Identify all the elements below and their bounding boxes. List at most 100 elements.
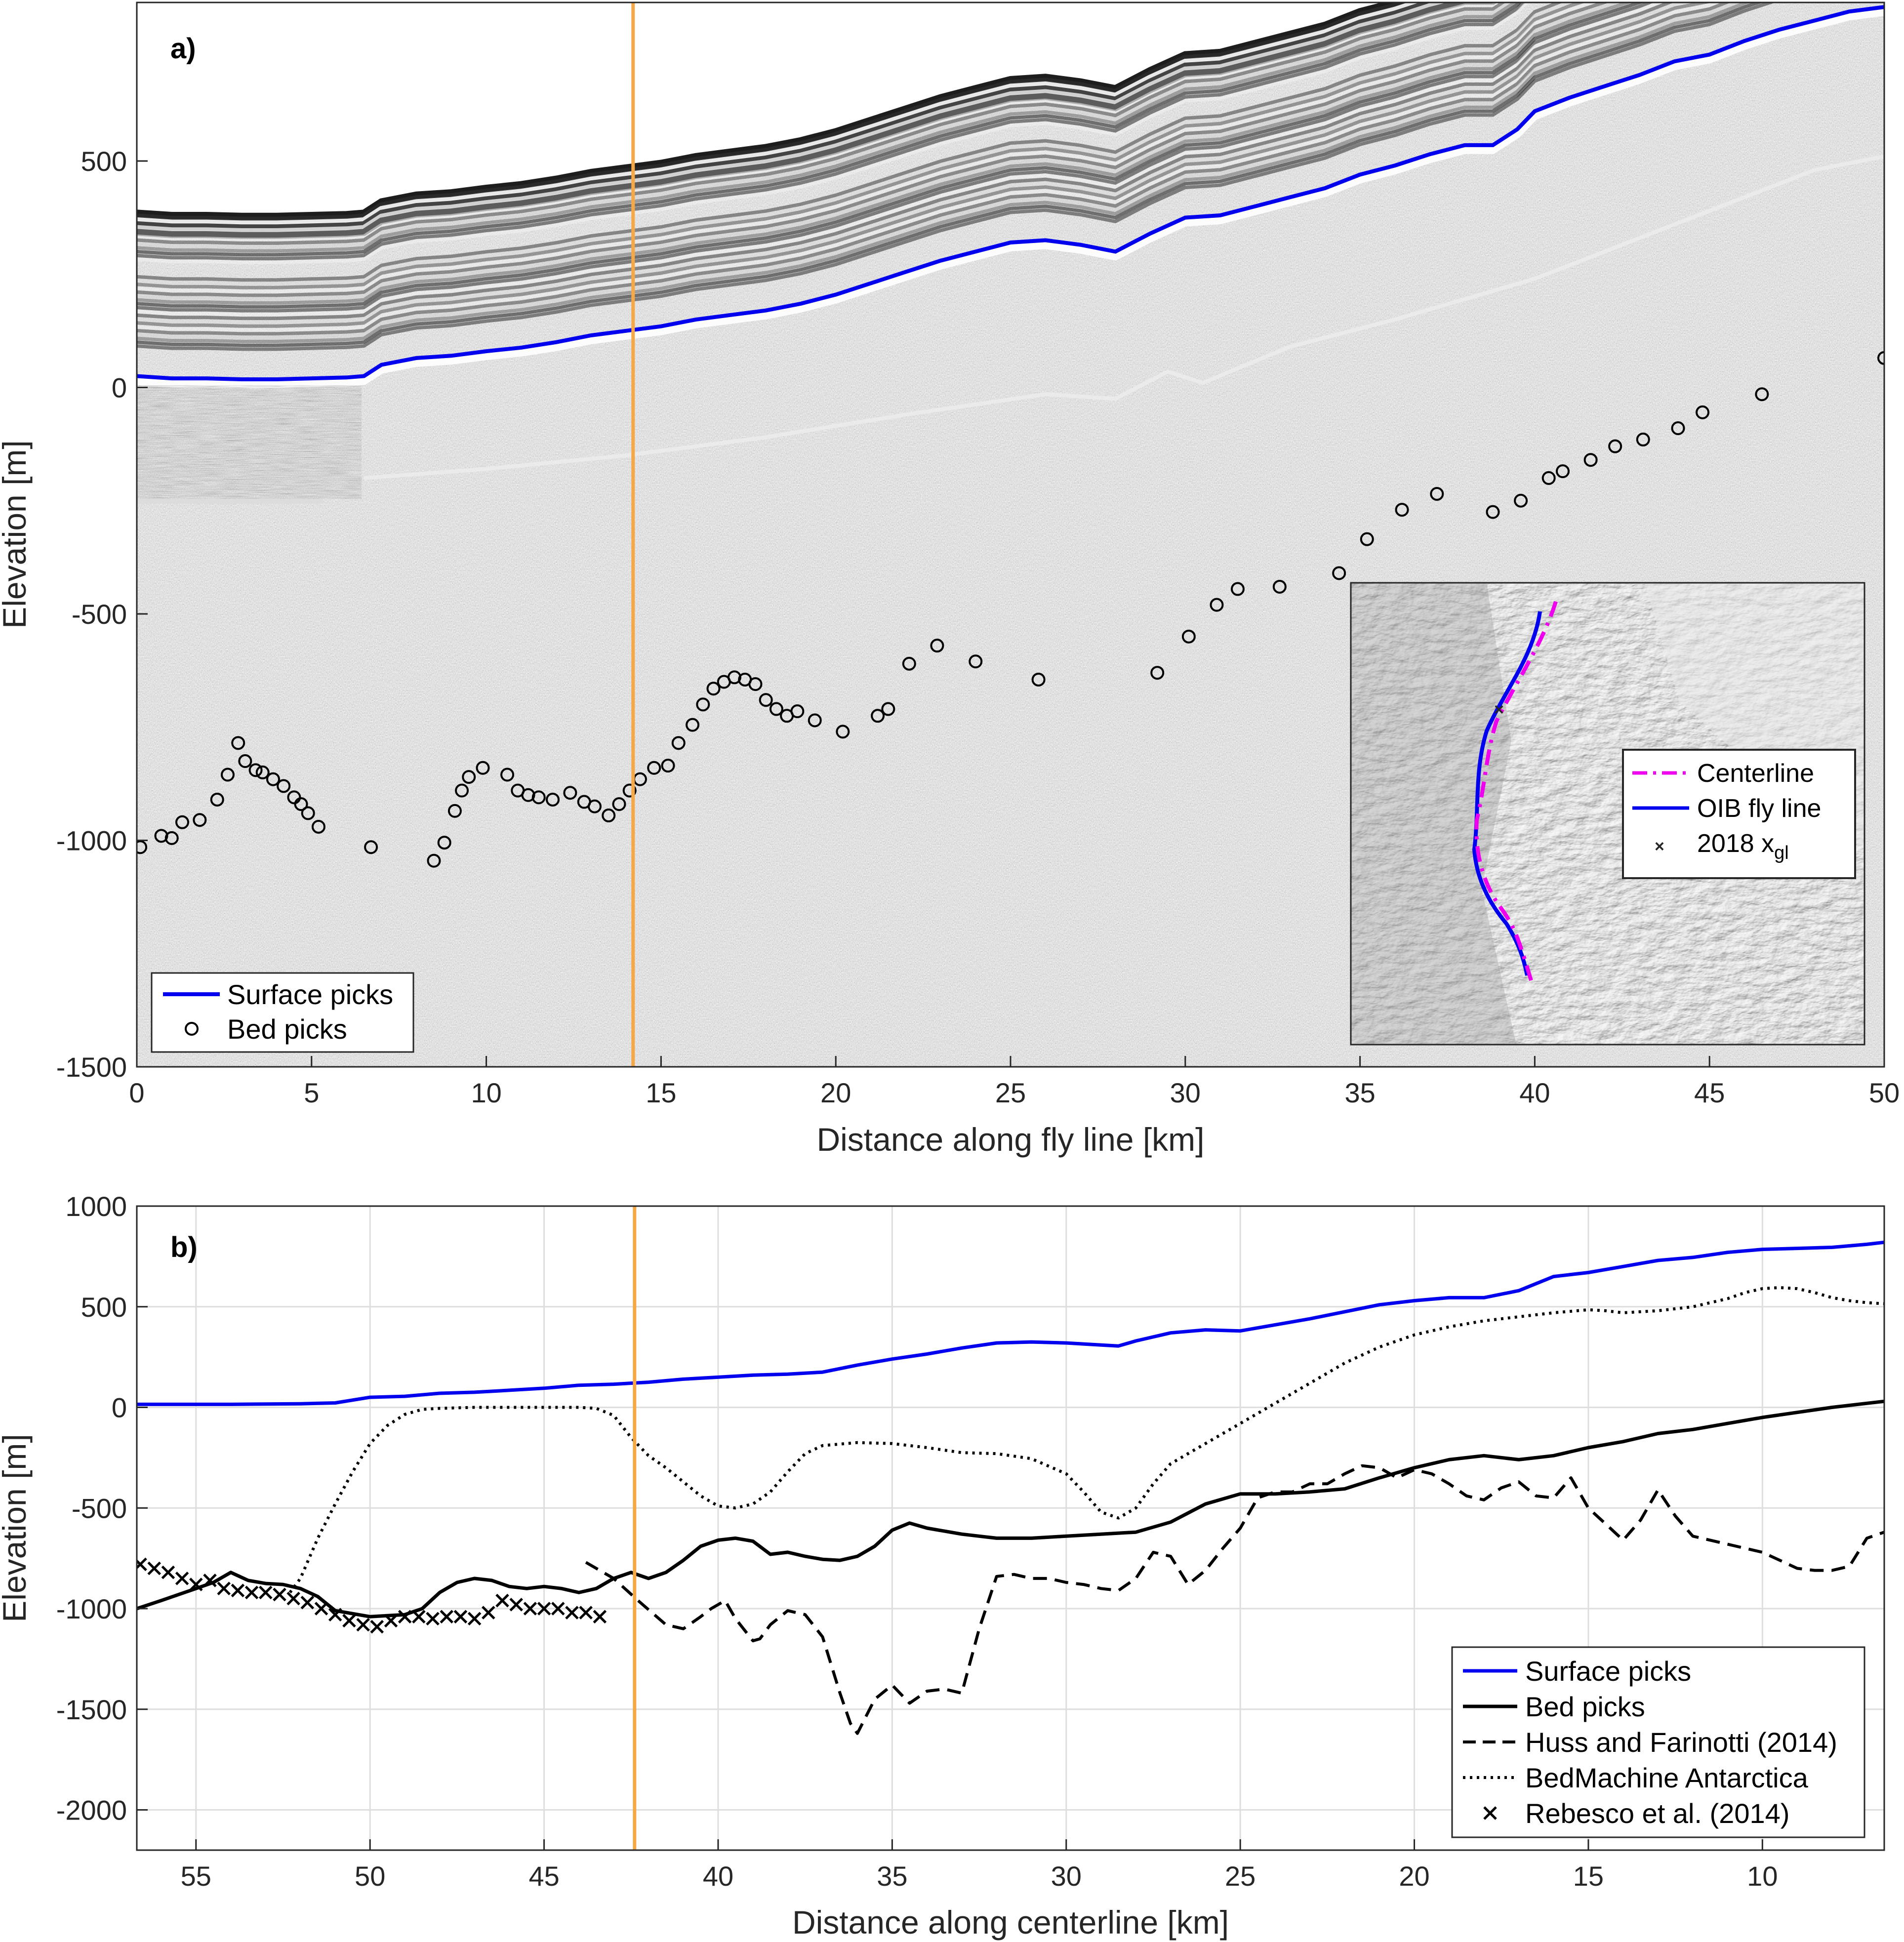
rebesco-point [370, 1619, 384, 1634]
ice-layer [137, 2, 1633, 305]
y-tick-label: -500 [72, 599, 127, 630]
bed-pick-point [277, 779, 291, 793]
bed-pick-point [311, 819, 325, 834]
ice-layer [137, 2, 1498, 239]
bed-pick-point [563, 786, 577, 800]
rebesco-point [495, 1593, 509, 1608]
panel-a-label: a) [170, 33, 196, 65]
ice-layer [137, 2, 1445, 232]
rebesco-point [384, 1614, 398, 1628]
rebesco-point [244, 1585, 259, 1600]
inset-map: × Centerline OIB fly line × 2018 xgl [1350, 582, 1865, 1046]
bed-pick-point [706, 682, 721, 696]
ice-layer [137, 2, 1764, 347]
bed-pick-point [455, 783, 469, 798]
seafloor-multiple [137, 385, 362, 499]
ice-layer [137, 2, 1500, 242]
bed-pick-point [1583, 453, 1598, 467]
x-tick-label: 45 [1694, 1077, 1725, 1108]
ice-layer [137, 2, 1742, 340]
rebesco-point [314, 1602, 328, 1616]
x-tick-label: 40 [1519, 1077, 1550, 1108]
y-tick-label: 1000 [65, 1191, 127, 1222]
legend-entry-bedmachine: BedMachine Antarctica [1525, 1762, 1809, 1793]
x-tick-label: 35 [1344, 1077, 1375, 1108]
x-tick-label: 50 [1869, 1077, 1900, 1108]
bed-pick-point [364, 840, 378, 854]
y-tick-label: -1000 [56, 825, 127, 856]
ice-layer [137, 2, 1610, 297]
inset-legend-2018-xgl: 2018 xgl [1697, 829, 1789, 863]
rebesco-point [300, 1596, 315, 1610]
x-tick-label: 25 [1225, 1861, 1256, 1892]
radargram-background [137, 2, 1884, 1067]
bed-pick-point [881, 702, 895, 716]
bed-pick-point [255, 765, 270, 779]
bed-pick-point [1272, 579, 1287, 594]
ice-layer [137, 2, 1655, 313]
y-tick-label: 500 [81, 146, 127, 177]
rebesco-point [440, 1610, 454, 1624]
ice-layer [137, 2, 1674, 321]
bed-pick-point [437, 836, 451, 850]
ice-layer [137, 2, 1526, 261]
ice-layer [137, 2, 1693, 324]
inset-legend-swatch-xgl: × [1655, 837, 1664, 856]
bed-pick-point [301, 806, 315, 820]
inset-grounding-line-marker: × [1494, 700, 1504, 719]
ice-layer [137, 2, 1574, 285]
ice-layer [137, 2, 1506, 245]
bed-pick-point [622, 783, 637, 798]
bed-pick-point [808, 713, 822, 728]
air-above-surface [137, 2, 1884, 216]
rebesco-point [203, 1574, 217, 1587]
bed-pick-point [759, 693, 773, 707]
bed-picks-line [137, 1399, 1884, 1618]
axes-frame [136, 1205, 1885, 1851]
x-axis-label: Distance along centerline [km] [792, 1904, 1229, 1941]
rebesco-point [412, 1610, 426, 1624]
bed-pick-point [476, 761, 490, 775]
bed-pick-point [902, 656, 916, 671]
rebesco-point [286, 1591, 300, 1606]
rebesco-point [356, 1618, 370, 1632]
legend: Surface picks Bed picks Huss and Farinot… [1451, 1646, 1865, 1838]
ice-layer [137, 2, 1752, 343]
bedmachine-line [288, 1286, 1884, 1594]
x-tick-label: 50 [355, 1861, 385, 1892]
rebesco-point [217, 1581, 231, 1596]
bed-pick-point [175, 815, 189, 829]
ice-layer [137, 2, 1459, 235]
rebesco-point [593, 1610, 607, 1624]
legend-entry-surface-picks: Surface picks [1525, 1656, 1691, 1687]
x-tick-label: 15 [1573, 1861, 1604, 1892]
x-tick-label: 5 [304, 1077, 319, 1108]
axis-ticks: 55 50 45 40 35 30 25 20 15 10 1000 500 0 -500 -1000 -15… [56, 1191, 1778, 1892]
bed-pick-point [193, 813, 207, 827]
bed-pick-point [1430, 486, 1444, 501]
y-tick-label: -1500 [56, 1052, 127, 1083]
bed-pick-point [137, 840, 148, 854]
bed-pick-point [248, 763, 263, 777]
x-tick-label: 40 [703, 1861, 733, 1892]
rebesco-point [467, 1612, 482, 1626]
panel-a: 0 5 10 15 20 25 30 35 40 45 50 500 0 -500 -1000 -1500 a… [0, 1, 1900, 1158]
bed-pick-point [546, 792, 560, 807]
inset-legend: Centerline OIB fly line × 2018 xgl [1622, 749, 1856, 879]
inset-legend-oib-fly-line: OIB fly line [1697, 794, 1821, 823]
x-tick-label: 25 [995, 1077, 1026, 1108]
bed-pick-point [587, 799, 602, 813]
ice-layer [137, 2, 1621, 301]
ice-layer [137, 2, 1586, 289]
x-tick-label: 30 [1051, 1861, 1082, 1892]
ice-layer [137, 2, 1512, 249]
y-axis-label: Elevation [m] [0, 1434, 33, 1622]
ice-layering [137, 2, 1884, 388]
legend-entry-huss-farinotti: Huss and Farinotti (2014) [1525, 1727, 1837, 1758]
bed-pick-point [1210, 598, 1224, 612]
rebesco-point [523, 1602, 537, 1616]
x-tick-label: 35 [877, 1861, 907, 1892]
bed-pick-point [647, 761, 661, 775]
y-tick-label: 0 [112, 372, 127, 403]
